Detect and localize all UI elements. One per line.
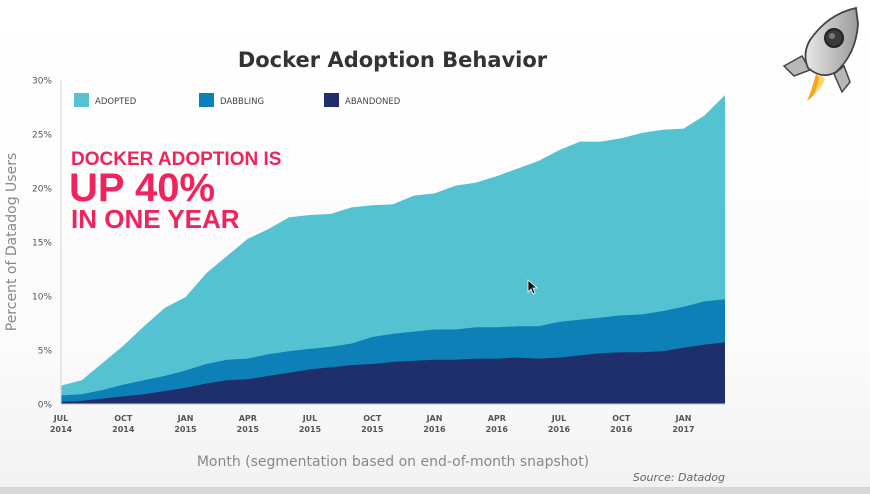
x-tick-label-month: APR [239, 414, 257, 423]
y-axis-label: Percent of Datadog Users [4, 153, 20, 332]
legend-label-adopted: ADOPTED [95, 97, 137, 107]
legend-label-dabbling: DABBLING [220, 97, 264, 107]
x-tick-label-month: APR [488, 414, 506, 423]
legend-swatch-abandoned [324, 93, 339, 107]
chart-title: Docker Adoption Behavior [237, 48, 548, 72]
y-tick-label: 30% [32, 77, 52, 87]
y-tick-label: 10% [32, 293, 52, 303]
mouse-cursor-icon [527, 279, 539, 295]
y-tick-label: 0% [38, 401, 53, 411]
annotation-line-3: IN ONE YEAR [71, 204, 240, 234]
y-tick-label: 25% [32, 131, 52, 141]
x-tick-label-month: OCT [363, 414, 382, 423]
legend-label-abandoned: ABANDONED [345, 97, 401, 107]
x-tick-label-year: 2016 [548, 425, 571, 434]
y-tick-label: 15% [32, 239, 52, 249]
x-axis-label: Month (segmentation based on end-of-mont… [197, 454, 589, 470]
x-tick-labels: JUL 2014 OCT 2014 JAN 2015 APR 2015 JUL 2015 OCT 20… [50, 414, 695, 434]
legend: ADOPTED DABBLING ABANDONED [74, 93, 401, 107]
rocket-icon [782, 6, 859, 101]
x-tick-label-year: 2016 [423, 425, 446, 434]
x-tick-label-year: 2016 [610, 425, 633, 434]
y-tick-label: 20% [32, 185, 52, 195]
x-tick-label-month: JAN [675, 414, 692, 423]
x-tick-label-month: OCT [114, 414, 133, 423]
area-series-abandoned [61, 342, 725, 404]
y-tick-label: 5% [38, 347, 53, 357]
x-tick-label-year: 2016 [486, 425, 509, 434]
legend-swatch-adopted [74, 93, 89, 107]
x-tick-label-year: 2015 [237, 425, 260, 434]
bottom-bar [0, 487, 870, 494]
x-tick-label-month: JAN [177, 414, 194, 423]
annotation-line-2: UP 40% [69, 166, 215, 210]
area-series-group [61, 95, 725, 404]
x-tick-label-year: 2015 [299, 425, 322, 434]
x-tick-label-month: OCT [612, 414, 631, 423]
x-tick-label-month: JUL [53, 414, 69, 423]
legend-swatch-dabbling [199, 93, 214, 107]
x-tick-label-month: JUL [551, 414, 567, 423]
x-tick-label-year: 2014 [112, 425, 135, 434]
annotation-line-1: DOCKER ADOPTION IS [71, 149, 281, 170]
x-tick-label-year: 2015 [174, 425, 197, 434]
x-tick-label-year: 2014 [50, 425, 73, 434]
x-tick-label-month: JUL [302, 414, 318, 423]
axes [60, 80, 725, 405]
x-tick-label-month: JAN [426, 414, 443, 423]
annotation: DOCKER ADOPTION IS UP 40% IN ONE YEAR [69, 149, 286, 234]
y-tick-labels: 0% 5% 10% 15% 20% 25% 30% [32, 77, 52, 411]
source-note: Source: Datadog [632, 471, 725, 484]
x-tick-label-year: 2017 [672, 425, 694, 434]
x-tick-label-year: 2015 [361, 425, 384, 434]
